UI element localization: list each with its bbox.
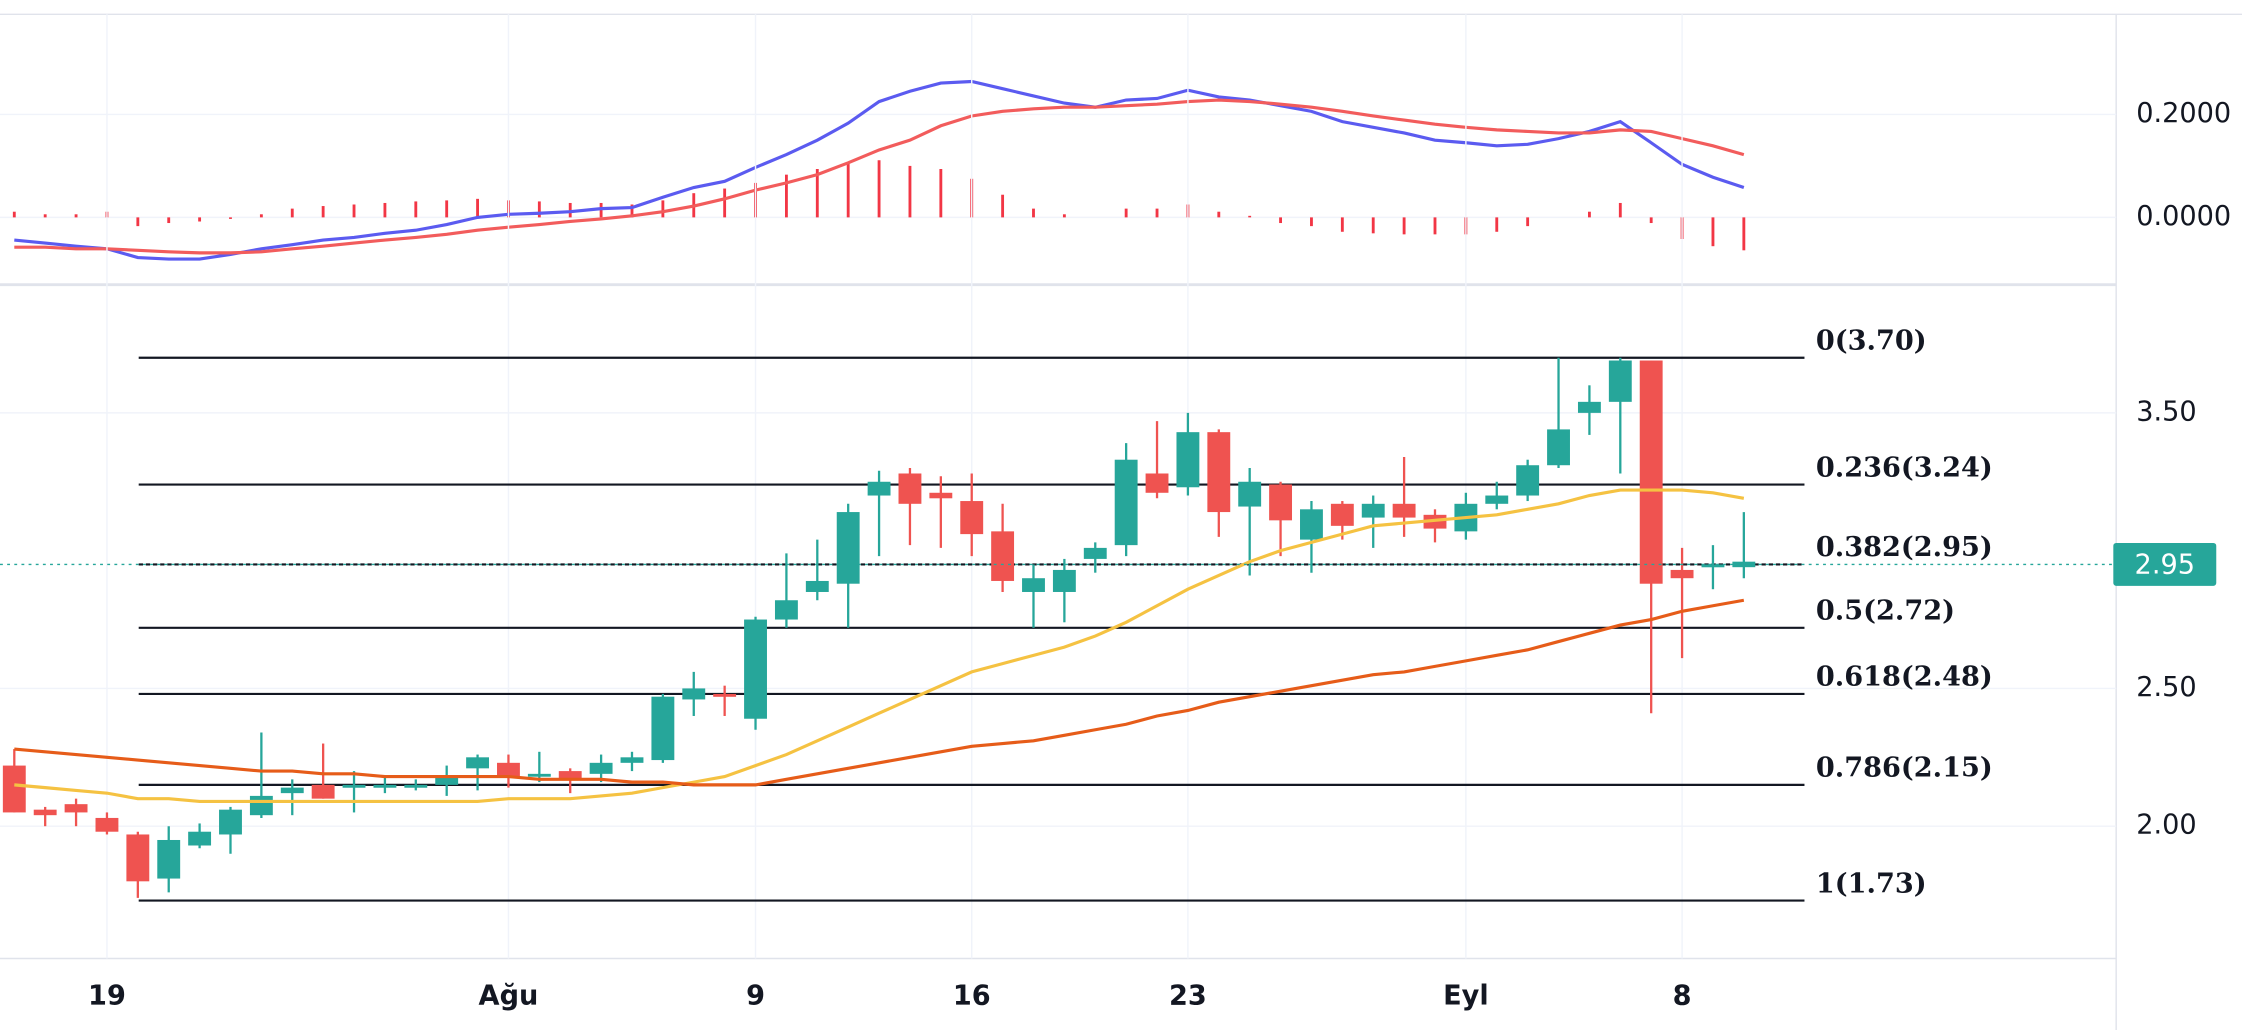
x-tick-label: 16	[953, 981, 991, 1012]
x-tick-label: 19	[88, 981, 126, 1012]
candle-body	[1114, 459, 1138, 546]
candle-body	[64, 804, 88, 813]
candle-body	[1300, 509, 1323, 540]
candle-body	[1392, 503, 1416, 518]
candle-body	[651, 696, 675, 761]
candle-body	[95, 817, 119, 832]
candle-body	[126, 834, 150, 882]
fib-label: 0.5(2.72)	[1816, 595, 1955, 627]
candle-body	[33, 809, 57, 816]
candle-body	[497, 762, 520, 777]
candle-body	[774, 600, 798, 620]
candle-body	[1145, 473, 1169, 493]
candle-body	[682, 688, 706, 700]
candle-body	[620, 757, 644, 763]
candle-body	[527, 773, 551, 777]
y-tick-label: 0.0000	[2136, 201, 2231, 232]
fib-label: 0.236(3.24)	[1816, 451, 1993, 483]
last-price-box	[2113, 542, 2217, 586]
x-tick-label: 23	[1169, 981, 1207, 1012]
fib-label: 0.382(2.95)	[1816, 531, 1993, 563]
candle-body	[1022, 578, 1045, 592]
candle-body	[805, 580, 829, 592]
candle-body	[1516, 465, 1540, 496]
candle-body	[1052, 569, 1076, 592]
candle-body	[1670, 569, 1694, 579]
candle-body	[1330, 503, 1354, 526]
candle-body	[249, 795, 273, 816]
candle-body	[898, 473, 922, 504]
candle-body	[1176, 432, 1200, 488]
candle-body	[589, 762, 613, 774]
x-tick-label: Ağu	[479, 981, 539, 1012]
candle-body	[280, 787, 304, 794]
candle-body	[373, 784, 397, 788]
y-tick-label: 0.2000	[2136, 98, 2231, 129]
y-tick-label: 2.50	[2136, 672, 2196, 703]
candle-body	[836, 512, 860, 584]
candle-body	[1485, 495, 1509, 504]
candle-body	[342, 784, 366, 788]
candle-body	[466, 757, 490, 769]
x-tick-label: Eyl	[1443, 981, 1489, 1012]
candle-body	[1238, 481, 1262, 507]
candle-body	[1701, 564, 1725, 568]
candle-body	[219, 809, 242, 835]
x-tick-label: 8	[1673, 981, 1692, 1012]
line-series	[14, 98, 1745, 255]
candle-body	[435, 776, 459, 785]
line-series	[14, 488, 1745, 803]
candle-body	[1361, 503, 1385, 518]
candle-body	[1732, 561, 1756, 568]
candle-body	[1083, 547, 1107, 559]
fib-label: 0.786(2.15)	[1816, 752, 1993, 784]
candle-body	[991, 531, 1015, 581]
line-series	[14, 598, 1745, 787]
candle-body	[188, 831, 212, 846]
fib-label: 0.618(2.48)	[1816, 661, 1993, 693]
last-price-label: 2.95	[2135, 549, 2195, 580]
candle-body	[713, 693, 737, 697]
candle-body	[2, 765, 26, 813]
candle-body	[960, 501, 984, 535]
candle-body	[1547, 429, 1570, 466]
candle-body	[929, 492, 953, 499]
fib-label: 0(3.70)	[1816, 325, 1927, 357]
candle-body	[867, 481, 891, 496]
y-tick-label: 2.00	[2136, 810, 2196, 841]
candle-body	[311, 784, 335, 799]
candle-body	[1639, 360, 1663, 584]
candle-body	[1207, 432, 1231, 513]
candle-body	[558, 771, 582, 780]
candle-body	[1269, 484, 1293, 521]
x-tick-label: 9	[746, 981, 765, 1012]
candle-body	[744, 619, 767, 719]
candle-body	[404, 784, 428, 788]
candle-body	[1608, 360, 1632, 402]
line-series	[14, 79, 1745, 261]
y-tick-label: 3.50	[2136, 396, 2196, 427]
candle-body	[1577, 401, 1601, 413]
fib-label: 1(1.73)	[1816, 867, 1927, 899]
candle-body	[157, 839, 181, 879]
